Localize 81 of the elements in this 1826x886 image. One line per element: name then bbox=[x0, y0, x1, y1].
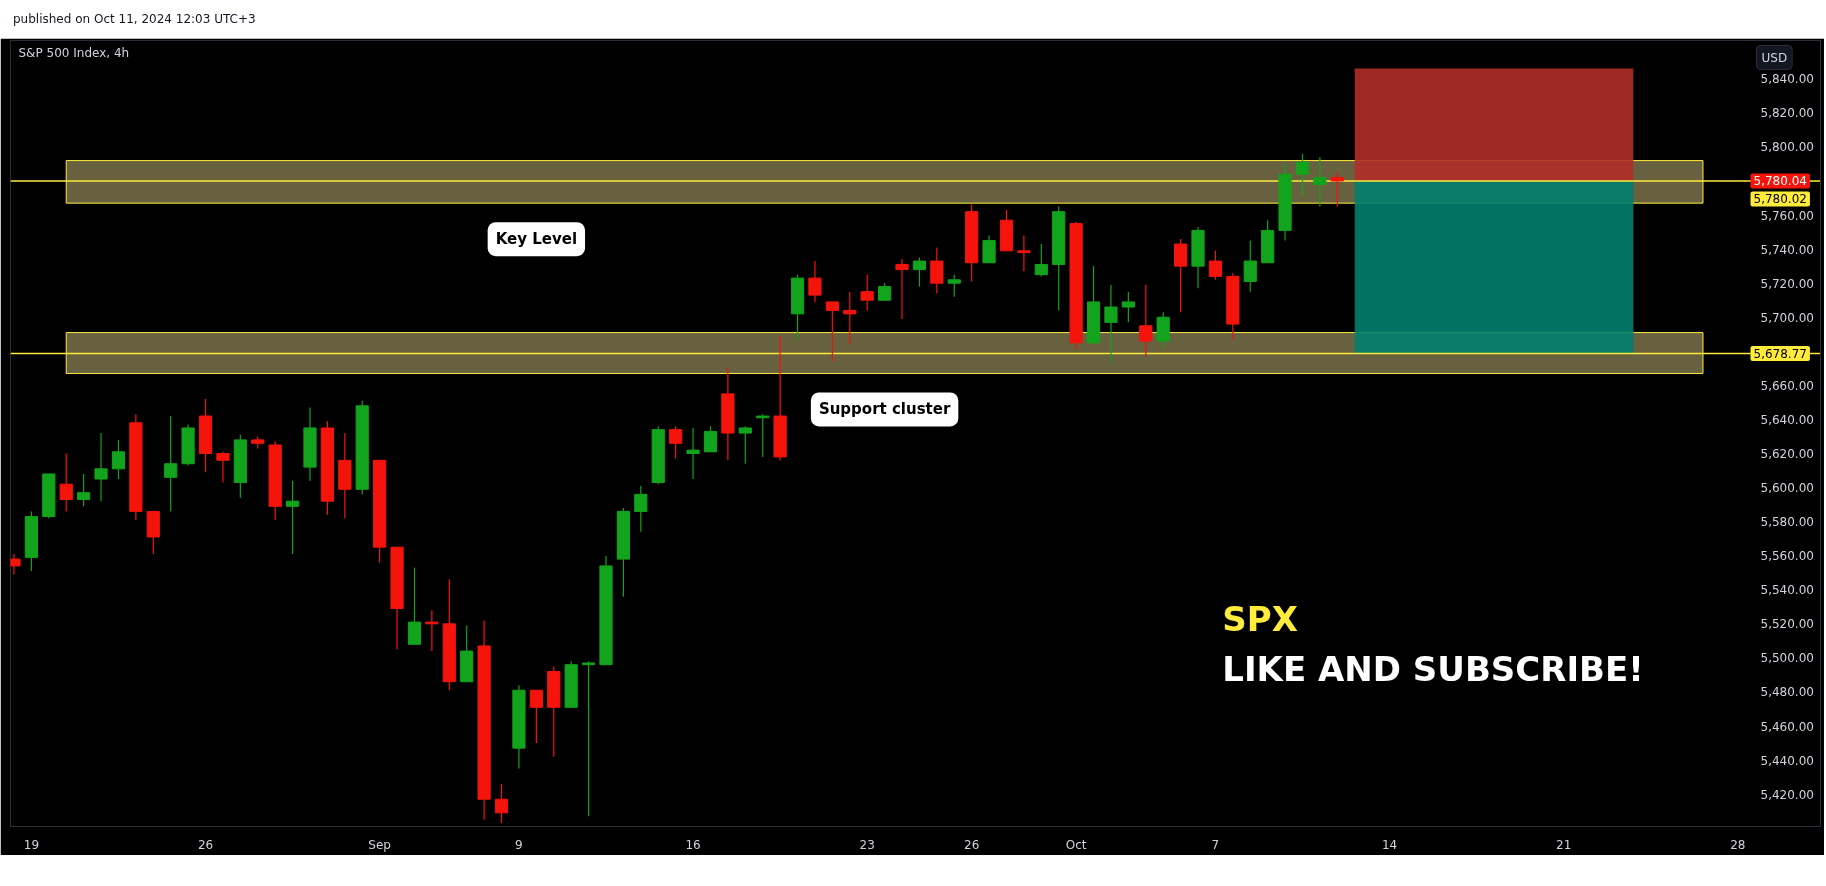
y-tick-label: 5,460.00 bbox=[1760, 719, 1814, 734]
candlestick bbox=[1156, 311, 1170, 349]
y-tick-label: 5,580.00 bbox=[1760, 515, 1814, 530]
annotation: 5,780.04 bbox=[1753, 174, 1807, 189]
y-tick-label: 5,820.00 bbox=[1760, 106, 1814, 121]
y-tick-label: 5,440.00 bbox=[1760, 753, 1814, 768]
text: published on Oct 11, 2024 12:03 UTC+3 bbox=[13, 11, 256, 28]
candlestick bbox=[581, 660, 596, 817]
candlestick bbox=[1121, 291, 1135, 323]
y-tick-label: 5,660.00 bbox=[1760, 378, 1814, 393]
y-tick-label: 5,420.00 bbox=[1760, 787, 1814, 802]
candlestick bbox=[1208, 250, 1223, 281]
y-tick-label: 5,700.00 bbox=[1760, 310, 1814, 325]
candlestick bbox=[1017, 234, 1031, 272]
candlestick bbox=[825, 301, 839, 363]
y-tick-label: 5,800.00 bbox=[1760, 140, 1814, 155]
x-tick-label: 28 bbox=[1730, 837, 1746, 852]
candlestick bbox=[738, 425, 752, 465]
candlestick bbox=[1243, 240, 1257, 293]
y-tick-label: 5,500.00 bbox=[1760, 651, 1814, 666]
y-tick-label: 5,720.00 bbox=[1760, 276, 1814, 291]
candlestick bbox=[216, 451, 230, 484]
candlestick bbox=[669, 425, 683, 460]
candlestick bbox=[1174, 238, 1188, 313]
candlestick bbox=[285, 480, 300, 555]
candlestick bbox=[634, 485, 648, 533]
candlestick bbox=[912, 257, 927, 288]
y-axis-title: USD bbox=[1761, 50, 1788, 65]
candlestick bbox=[1295, 153, 1310, 197]
candlestick bbox=[756, 413, 770, 458]
text: S&P 500 Index, 4h bbox=[18, 45, 130, 60]
x-tick-label: 14 bbox=[1381, 837, 1398, 852]
candlestick bbox=[1313, 156, 1327, 208]
y-tick-label: 5,760.00 bbox=[1760, 208, 1814, 223]
x-tick-label: 19 bbox=[23, 837, 40, 852]
ref-line-label: 5,780.02 bbox=[1753, 192, 1807, 207]
candlestick bbox=[111, 439, 126, 480]
x-tick-label: 7 bbox=[1211, 837, 1220, 852]
candlestick bbox=[77, 473, 91, 507]
band-label: Key Level bbox=[495, 230, 578, 249]
candlestick bbox=[860, 274, 874, 312]
candlestick bbox=[94, 432, 108, 502]
candlestick bbox=[1034, 243, 1048, 277]
candlestick bbox=[895, 258, 909, 320]
band-label: Support cluster bbox=[818, 400, 951, 419]
y-tick-label: 5,640.00 bbox=[1760, 412, 1814, 427]
x-tick-label: 23 bbox=[859, 837, 875, 852]
candlestick bbox=[164, 415, 178, 513]
candlestick bbox=[703, 425, 718, 453]
candlestick bbox=[1104, 284, 1118, 363]
y-tick-label: 5,840.00 bbox=[1760, 72, 1814, 87]
candlestick bbox=[843, 291, 857, 346]
annotation: LIKE AND SUBSCRIBE! bbox=[1222, 649, 1644, 689]
x-tick-label: 21 bbox=[1556, 837, 1572, 852]
candlestick bbox=[982, 234, 996, 264]
x-tick-label: 16 bbox=[685, 837, 701, 852]
x-tick-label: 26 bbox=[964, 837, 980, 852]
y-tick-label: 5,620.00 bbox=[1760, 447, 1814, 462]
y-tick-label: 5,740.00 bbox=[1760, 242, 1814, 257]
x-tick-label: Oct bbox=[1065, 837, 1087, 852]
x-tick-label: Sep bbox=[368, 837, 391, 852]
candlestick bbox=[930, 246, 944, 295]
candlestick bbox=[1330, 171, 1344, 208]
candlestick bbox=[686, 427, 700, 480]
y-tick-label: 5,520.00 bbox=[1760, 617, 1814, 632]
candlestick bbox=[59, 452, 73, 513]
candlestick bbox=[529, 689, 543, 744]
y-tick-label: 5,540.00 bbox=[1760, 583, 1814, 598]
candlestick bbox=[1139, 284, 1153, 358]
candlestick bbox=[494, 783, 509, 824]
annotation: SPX bbox=[1222, 599, 1298, 639]
candlestick bbox=[808, 260, 822, 303]
candlestick bbox=[425, 609, 439, 652]
x-tick-label: 26 bbox=[197, 837, 214, 852]
candlestick bbox=[947, 274, 961, 298]
candlestick bbox=[407, 567, 422, 645]
x-tick-label: 9 bbox=[515, 837, 523, 852]
ref-line-label: 5,678.77 bbox=[1753, 346, 1807, 361]
y-tick-label: 5,480.00 bbox=[1760, 685, 1814, 700]
y-tick-label: 5,560.00 bbox=[1760, 549, 1814, 564]
y-tick-label: 5,600.00 bbox=[1760, 481, 1814, 496]
